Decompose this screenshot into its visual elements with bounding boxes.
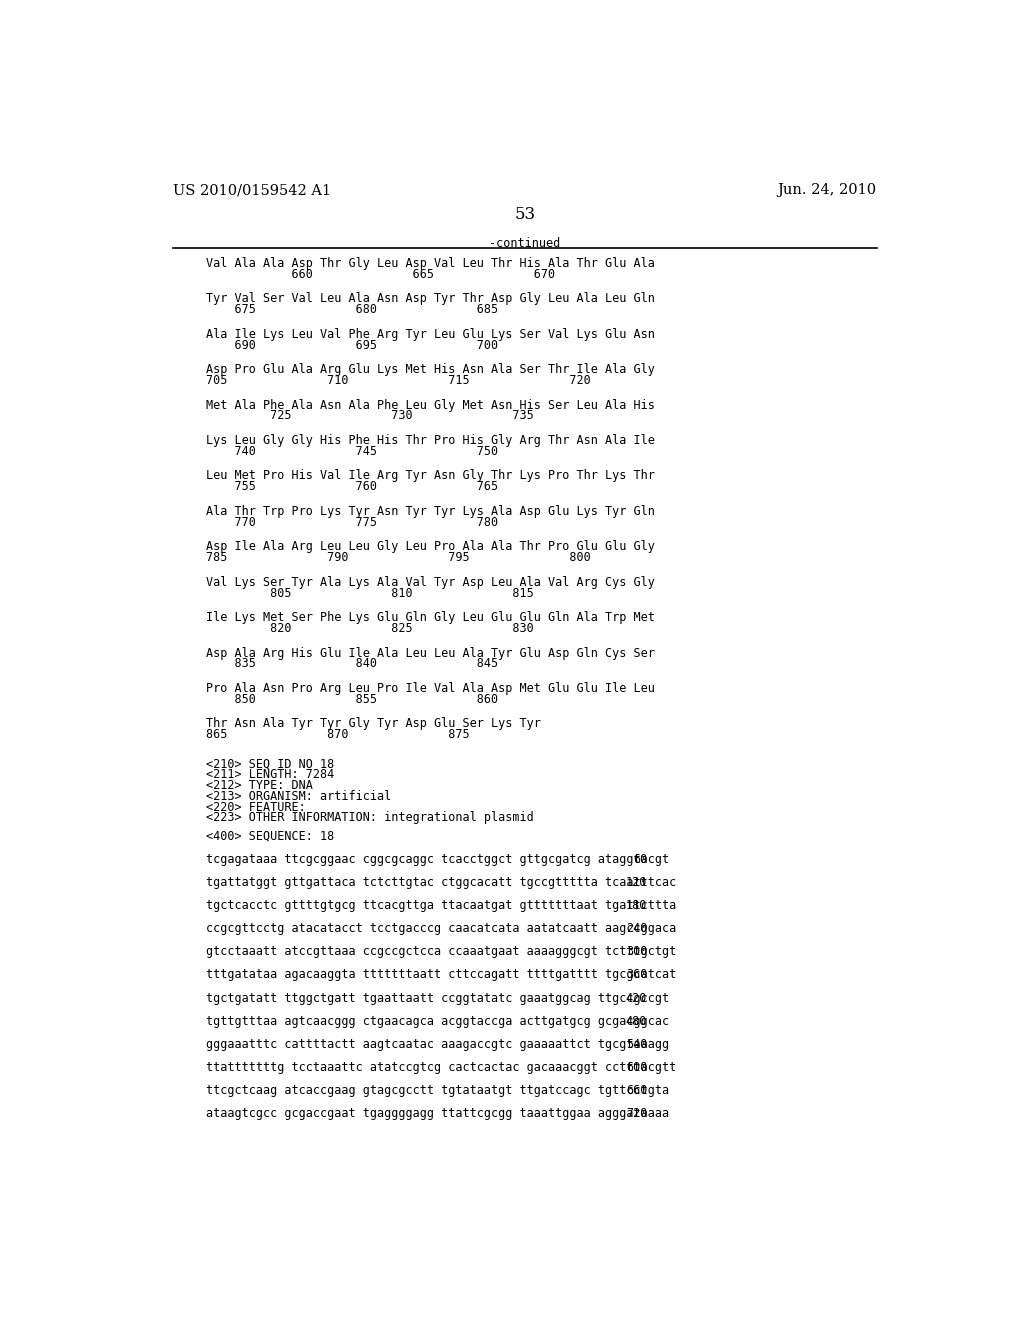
Text: 600: 600 bbox=[626, 1061, 647, 1074]
Text: 540: 540 bbox=[626, 1038, 647, 1051]
Text: 850              855              860: 850 855 860 bbox=[206, 693, 498, 706]
Text: tgattatggt gttgattaca tctcttgtac ctggcacatt tgccgttttta tcaatttcac: tgattatggt gttgattaca tctcttgtac ctggcac… bbox=[206, 876, 676, 890]
Text: 480: 480 bbox=[626, 1015, 647, 1028]
Text: Val Ala Ala Asp Thr Gly Leu Asp Val Leu Thr His Ala Thr Glu Ala: Val Ala Ala Asp Thr Gly Leu Asp Val Leu … bbox=[206, 257, 654, 271]
Text: ataagtcgcc gcgaccgaat tgaggggagg ttattcgcgg taaattggaa agggataaaa: ataagtcgcc gcgaccgaat tgaggggagg ttattcg… bbox=[206, 1107, 669, 1121]
Text: 300: 300 bbox=[626, 945, 647, 958]
Text: Asp Pro Glu Ala Arg Glu Lys Met His Asn Ala Ser Thr Ile Ala Gly: Asp Pro Glu Ala Arg Glu Lys Met His Asn … bbox=[206, 363, 654, 376]
Text: <211> LENGTH: 7284: <211> LENGTH: 7284 bbox=[206, 768, 334, 781]
Text: 770              775              780: 770 775 780 bbox=[206, 516, 498, 529]
Text: 660              665              670: 660 665 670 bbox=[206, 268, 555, 281]
Text: 180: 180 bbox=[626, 899, 647, 912]
Text: tcgagataaa ttcgcggaac cggcgcaggc tcacctggct gttgcgatcg ataggtacgt: tcgagataaa ttcgcggaac cggcgcaggc tcacctg… bbox=[206, 853, 669, 866]
Text: 660: 660 bbox=[626, 1084, 647, 1097]
Text: Lys Leu Gly Gly His Phe His Thr Pro His Gly Arg Thr Asn Ala Ile: Lys Leu Gly Gly His Phe His Thr Pro His … bbox=[206, 434, 654, 447]
Text: 360: 360 bbox=[626, 969, 647, 982]
Text: 805              810              815: 805 810 815 bbox=[206, 586, 534, 599]
Text: <223> OTHER INFORMATION: integrational plasmid: <223> OTHER INFORMATION: integrational p… bbox=[206, 812, 534, 825]
Text: Ala Thr Trp Pro Lys Tyr Asn Tyr Tyr Lys Ala Asp Glu Lys Tyr Gln: Ala Thr Trp Pro Lys Tyr Asn Tyr Tyr Lys … bbox=[206, 506, 654, 517]
Text: ttcgctcaag atcaccgaag gtagcgcctt tgtataatgt ttgatccagc tgttcctgta: ttcgctcaag atcaccgaag gtagcgcctt tgtataa… bbox=[206, 1084, 669, 1097]
Text: tgttgtttaa agtcaacggg ctgaacagca acggtaccga acttgatgcg gcgacggcac: tgttgtttaa agtcaacggg ctgaacagca acggtac… bbox=[206, 1015, 669, 1028]
Text: <400> SEQUENCE: 18: <400> SEQUENCE: 18 bbox=[206, 830, 334, 843]
Text: Ala Ile Lys Leu Val Phe Arg Tyr Leu Glu Lys Ser Val Lys Glu Asn: Ala Ile Lys Leu Val Phe Arg Tyr Leu Glu … bbox=[206, 327, 654, 341]
Text: -continued: -continued bbox=[489, 238, 560, 249]
Text: tgctgatatt ttggctgatt tgaattaatt ccggtatatc gaaatggcag ttgccgccgt: tgctgatatt ttggctgatt tgaattaatt ccggtat… bbox=[206, 991, 669, 1005]
Text: 820              825              830: 820 825 830 bbox=[206, 622, 534, 635]
Text: Asp Ala Arg His Glu Ile Ala Leu Leu Ala Tyr Glu Asp Gln Cys Ser: Asp Ala Arg His Glu Ile Ala Leu Leu Ala … bbox=[206, 647, 654, 660]
Text: 725              730              735: 725 730 735 bbox=[206, 409, 534, 422]
Text: tgctcacctc gttttgtgcg ttcacgttga ttacaatgat gtttttttaat tgattcttta: tgctcacctc gttttgtgcg ttcacgttga ttacaat… bbox=[206, 899, 676, 912]
Text: <220> FEATURE:: <220> FEATURE: bbox=[206, 800, 305, 813]
Text: tttgatataa agacaaggta tttttttaatt cttccagatt ttttgatttt tgcgcatcat: tttgatataa agacaaggta tttttttaatt cttcca… bbox=[206, 969, 676, 982]
Text: ttatttttttg tcctaaattc atatccgtcg cactcactac gacaaacggt cctttacgtt: ttatttttttg tcctaaattc atatccgtcg cactca… bbox=[206, 1061, 676, 1074]
Text: US 2010/0159542 A1: US 2010/0159542 A1 bbox=[173, 183, 331, 197]
Text: 720: 720 bbox=[626, 1107, 647, 1121]
Text: Asp Ile Ala Arg Leu Leu Gly Leu Pro Ala Ala Thr Pro Glu Glu Gly: Asp Ile Ala Arg Leu Leu Gly Leu Pro Ala … bbox=[206, 540, 654, 553]
Text: ccgcgttcctg atacatacct tcctgacccg caacatcata aatatcaatt aagccggaca: ccgcgttcctg atacatacct tcctgacccg caacat… bbox=[206, 923, 676, 936]
Text: 53: 53 bbox=[514, 206, 536, 223]
Text: 755              760              765: 755 760 765 bbox=[206, 480, 498, 494]
Text: 740              745              750: 740 745 750 bbox=[206, 445, 498, 458]
Text: 785              790              795              800: 785 790 795 800 bbox=[206, 552, 590, 564]
Text: <213> ORGANISM: artificial: <213> ORGANISM: artificial bbox=[206, 789, 391, 803]
Text: 675              680              685: 675 680 685 bbox=[206, 304, 498, 317]
Text: <210> SEQ ID NO 18: <210> SEQ ID NO 18 bbox=[206, 758, 334, 771]
Text: Met Ala Phe Ala Asn Ala Phe Leu Gly Met Asn His Ser Leu Ala His: Met Ala Phe Ala Asn Ala Phe Leu Gly Met … bbox=[206, 399, 654, 412]
Text: Thr Asn Ala Tyr Tyr Gly Tyr Asp Glu Ser Lys Tyr: Thr Asn Ala Tyr Tyr Gly Tyr Asp Glu Ser … bbox=[206, 718, 541, 730]
Text: 865              870              875: 865 870 875 bbox=[206, 729, 469, 742]
Text: 420: 420 bbox=[626, 991, 647, 1005]
Text: Leu Met Pro His Val Ile Arg Tyr Asn Gly Thr Lys Pro Thr Lys Thr: Leu Met Pro His Val Ile Arg Tyr Asn Gly … bbox=[206, 470, 654, 483]
Text: gggaaatttc cattttactt aagtcaatac aaagaccgtc gaaaaattct tgcgtaaagg: gggaaatttc cattttactt aagtcaatac aaagacc… bbox=[206, 1038, 669, 1051]
Text: Jun. 24, 2010: Jun. 24, 2010 bbox=[777, 183, 877, 197]
Text: Tyr Val Ser Val Leu Ala Asn Asp Tyr Thr Asp Gly Leu Ala Leu Gln: Tyr Val Ser Val Leu Ala Asn Asp Tyr Thr … bbox=[206, 293, 654, 305]
Text: gtcctaaatt atccgttaaa ccgccgctcca ccaaatgaat aaaagggcgt tctttgctgt: gtcctaaatt atccgttaaa ccgccgctcca ccaaat… bbox=[206, 945, 676, 958]
Text: 705              710              715              720: 705 710 715 720 bbox=[206, 374, 590, 387]
Text: Val Lys Ser Tyr Ala Lys Ala Val Tyr Asp Leu Ala Val Arg Cys Gly: Val Lys Ser Tyr Ala Lys Ala Val Tyr Asp … bbox=[206, 576, 654, 589]
Text: 120: 120 bbox=[626, 876, 647, 890]
Text: 835              840              845: 835 840 845 bbox=[206, 657, 498, 671]
Text: <212> TYPE: DNA: <212> TYPE: DNA bbox=[206, 779, 312, 792]
Text: Pro Ala Asn Pro Arg Leu Pro Ile Val Ala Asp Met Glu Glu Ile Leu: Pro Ala Asn Pro Arg Leu Pro Ile Val Ala … bbox=[206, 682, 654, 696]
Text: Ile Lys Met Ser Phe Lys Glu Gln Gly Leu Glu Glu Gln Ala Trp Met: Ile Lys Met Ser Phe Lys Glu Gln Gly Leu … bbox=[206, 611, 654, 624]
Text: 690              695              700: 690 695 700 bbox=[206, 339, 498, 351]
Text: 240: 240 bbox=[626, 923, 647, 936]
Text: 60: 60 bbox=[633, 853, 647, 866]
